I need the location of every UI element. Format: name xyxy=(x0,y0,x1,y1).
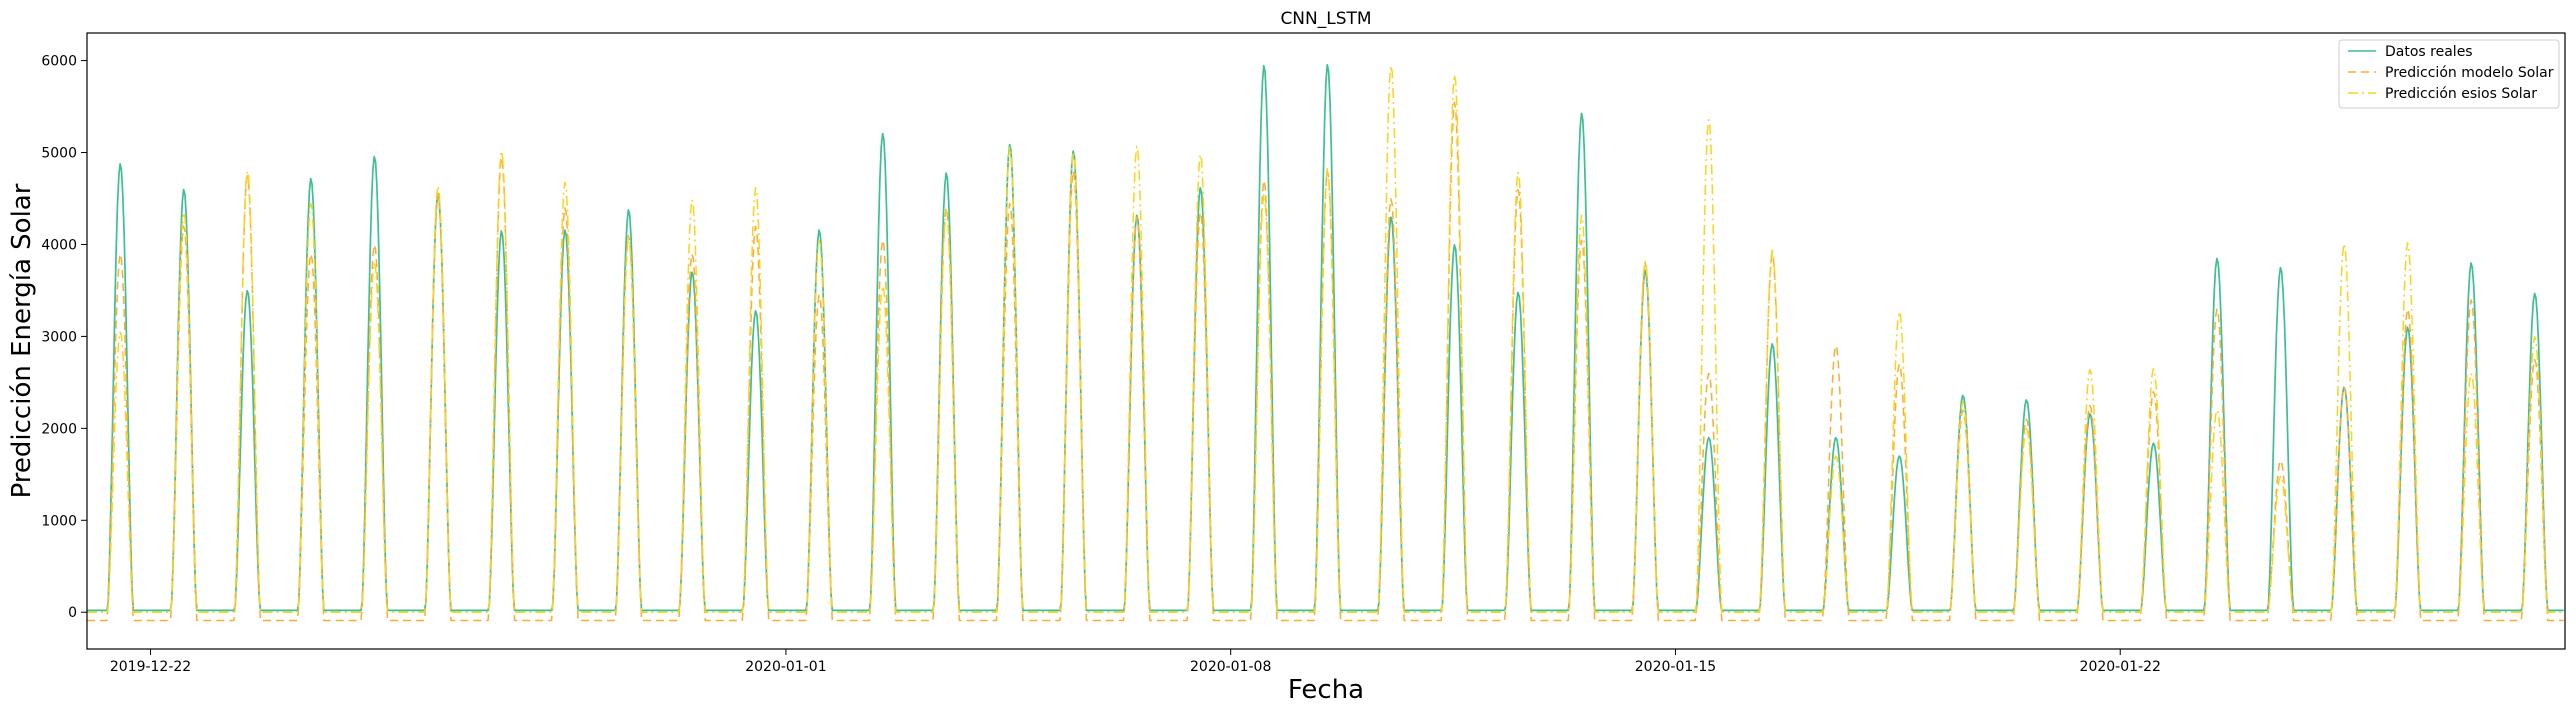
x-tick-label: 2020-01-22 xyxy=(2080,659,2161,675)
y-tick-label: 2000 xyxy=(41,421,77,437)
legend-label-prediccion-esios: Predicción esios Solar xyxy=(2385,86,2537,102)
y-tick-label: 5000 xyxy=(41,146,77,162)
series-line-2 xyxy=(87,64,2564,613)
y-axis-label: Predicción Energía Solar xyxy=(7,183,37,498)
chart-title: CNN_LSTM xyxy=(1280,9,1371,29)
y-axis: 0 1000 2000 3000 4000 5000 6000 xyxy=(41,54,87,621)
plot-frame xyxy=(86,32,2566,650)
legend-label-datos-reales: Datos reales xyxy=(2385,44,2473,60)
x-axis-label: Fecha xyxy=(1288,675,1364,705)
legend: Datos reales Predicción modelo Solar Pre… xyxy=(2338,39,2560,109)
series-line-1 xyxy=(87,101,2564,622)
y-tick-label: 0 xyxy=(68,605,77,621)
x-tick-label: 2020-01-01 xyxy=(745,659,826,675)
x-tick-label: 2019-12-22 xyxy=(110,659,191,675)
y-tick-label: 1000 xyxy=(41,513,77,529)
series-layer xyxy=(87,63,2564,622)
y-tick-label: 6000 xyxy=(41,54,77,70)
x-tick-label: 2020-01-15 xyxy=(1635,659,1716,675)
legend-label-prediccion-modelo: Predicción modelo Solar xyxy=(2385,65,2554,81)
y-tick-label: 3000 xyxy=(41,329,77,345)
x-axis: 2019-12-22 2020-01-01 2020-01-08 2020-01-15… xyxy=(110,649,2161,675)
x-tick-label: 2020-01-08 xyxy=(1190,659,1271,675)
series-line-0 xyxy=(87,63,2564,612)
y-tick-label: 4000 xyxy=(41,237,77,253)
legend-box xyxy=(2338,39,2560,109)
